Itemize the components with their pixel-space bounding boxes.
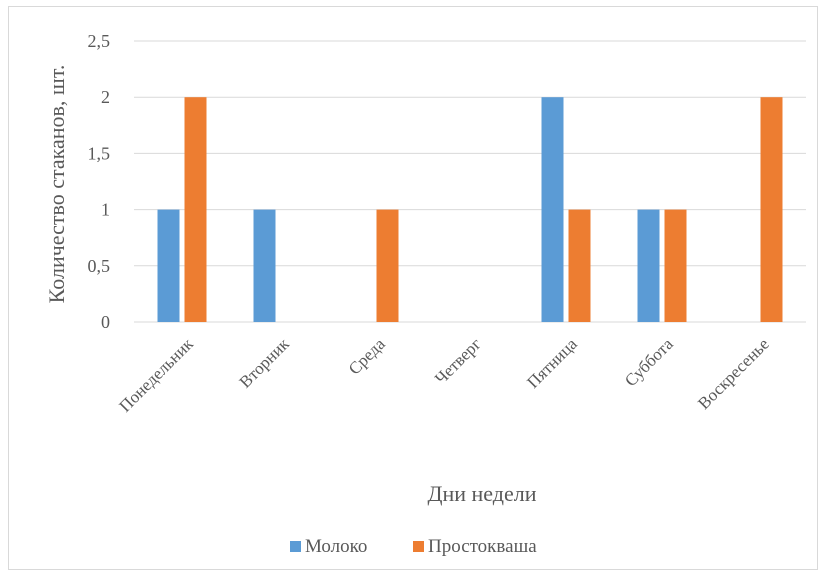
- legend-swatch-prostokvasha: [413, 541, 424, 552]
- legend-label-milk: Молоко: [305, 536, 367, 557]
- y-tick-label: 1,5: [88, 143, 111, 163]
- y-tick-label: 0: [101, 312, 110, 332]
- x-axis-label: Дни недели: [427, 481, 536, 506]
- bar-prostokvasha: [376, 209, 399, 322]
- legend-label-prostokvasha: Простокваша: [428, 536, 537, 557]
- y-tick-label: 2,5: [88, 31, 111, 51]
- x-tick-label: Пятница: [523, 334, 581, 392]
- x-tick-label: Суббота: [621, 334, 677, 390]
- bar-milk: [157, 209, 180, 322]
- y-tick-label: 0,5: [88, 256, 111, 276]
- bars: [157, 97, 783, 322]
- gridlines: [134, 40, 806, 323]
- x-tick-label: Воскресенье: [694, 334, 773, 413]
- bar-milk: [541, 97, 564, 322]
- y-axis-ticks: 0 0,5 1 1,5 2 2,5: [88, 31, 111, 332]
- bar-milk: [637, 209, 660, 322]
- y-tick-label: 2: [101, 87, 110, 107]
- bar-prostokvasha: [664, 209, 687, 322]
- x-axis-ticks: Понедельник Вторник Среда Четверг Пятница Суб…: [115, 334, 772, 416]
- legend-swatch-milk: [290, 541, 301, 552]
- bar-milk: [253, 209, 276, 322]
- x-tick-label: Четверг: [431, 334, 485, 388]
- legend: Молоко Простокваша: [290, 536, 537, 557]
- x-tick-label: Вторник: [236, 334, 294, 392]
- x-tick-label: Понедельник: [115, 334, 197, 416]
- bar-prostokvasha: [568, 209, 591, 322]
- y-tick-label: 1: [101, 200, 110, 220]
- y-axis-label: Количество стаканов, шт.: [44, 65, 69, 304]
- bar-prostokvasha: [760, 97, 783, 322]
- bar-prostokvasha: [184, 97, 207, 322]
- x-tick-label: Среда: [345, 334, 389, 378]
